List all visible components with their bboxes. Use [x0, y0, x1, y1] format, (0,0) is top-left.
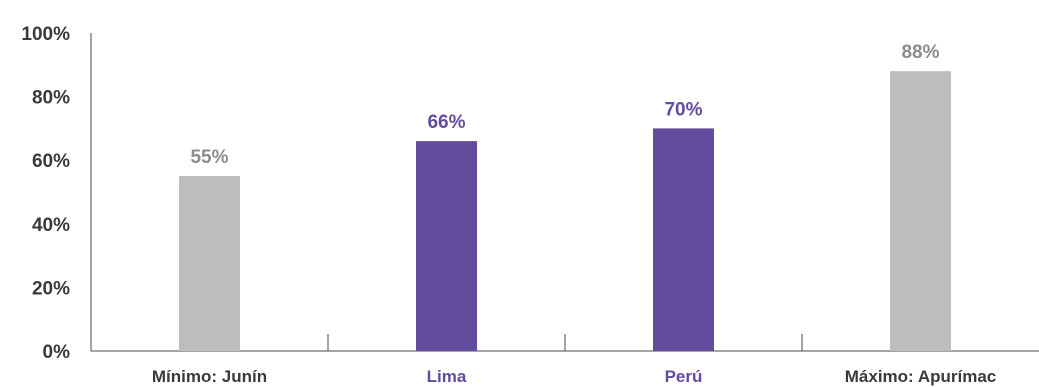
bar-value-label: 55% — [190, 147, 228, 168]
y-tick-label: 40% — [32, 215, 70, 236]
x-tick-label: Lima — [427, 367, 467, 386]
x-tick-label: Mínimo: Junín — [152, 367, 267, 386]
y-tick-label: 60% — [32, 151, 70, 172]
bar-value-label: 66% — [427, 112, 465, 133]
x-tick-label: Máximo: Apurímac — [845, 367, 996, 386]
y-axis: 0% 20% 40% 60% 80% 100% — [21, 24, 92, 363]
x-tick-label: Perú — [665, 367, 703, 386]
bar — [890, 71, 951, 351]
y-tick-label: 80% — [32, 88, 70, 109]
data-labels: 55% 66% 70% 88% — [190, 42, 939, 168]
bar — [416, 141, 477, 351]
bar — [653, 128, 714, 351]
bar-value-label: 88% — [901, 42, 939, 63]
bar-value-label: 70% — [664, 99, 702, 120]
x-axis: Mínimo: Junín Lima Perú Máximo: Apurímac — [91, 334, 1039, 386]
y-tick-label: 100% — [21, 24, 70, 45]
y-tick-label: 0% — [43, 342, 71, 363]
bars — [179, 71, 951, 351]
y-tick-label: 20% — [32, 278, 70, 299]
bar — [179, 176, 240, 351]
